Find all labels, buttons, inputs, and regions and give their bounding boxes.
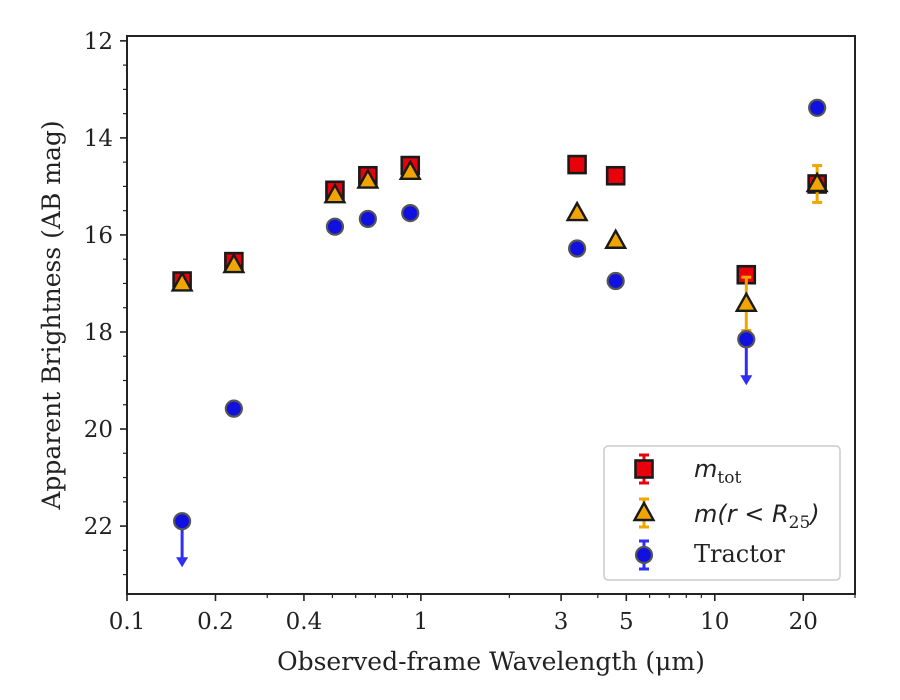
- point-mr25: [222, 252, 246, 274]
- x-tick-label: 1: [414, 609, 429, 635]
- point-mtot: [605, 165, 626, 186]
- series-mtot: [172, 154, 827, 291]
- legend-markers: [632, 453, 656, 571]
- series-tractor: [173, 98, 827, 568]
- x-tick-label: 0.4: [286, 609, 323, 635]
- legend-entry-tractor: Tractor: [694, 540, 785, 568]
- point-mr25: [323, 182, 347, 204]
- point-mr25: [398, 159, 422, 181]
- point-mr25: [734, 291, 758, 313]
- point-tractor: [808, 98, 827, 117]
- series-mr25: [170, 159, 829, 333]
- legend-mtot-sub: tot: [717, 468, 741, 488]
- point-tractor: [224, 399, 243, 418]
- point-mr25: [805, 171, 829, 193]
- point-tractor: [358, 209, 377, 229]
- data-points: [170, 98, 829, 568]
- x-tick-label: 5: [619, 609, 634, 635]
- legend-mr25-marker: [632, 500, 656, 522]
- x-tick-label: 0.2: [197, 609, 234, 635]
- point-tractor: [567, 239, 587, 258]
- legend-entry-mtot: mtot: [694, 455, 741, 488]
- point-tractor: [173, 512, 192, 531]
- x-axis-label: Observed-frame Wavelength (μm): [277, 647, 705, 676]
- x-tick-label: 0.1: [109, 609, 146, 635]
- point-mr25: [356, 168, 380, 189]
- legend: mtot m(r < R25) Tractor: [603, 445, 841, 581]
- point-mr25: [170, 271, 194, 292]
- point-mr25: [604, 228, 628, 249]
- y-tick-label: 22: [84, 514, 113, 540]
- y-tick-label: 12: [84, 29, 113, 55]
- point-tractor: [401, 204, 420, 223]
- legend-mr25-close: ): [808, 500, 819, 528]
- point-tractor-limit-head: [176, 557, 189, 568]
- plot-frame: [126, 35, 856, 595]
- x-tick-label: 10: [700, 609, 729, 635]
- point-mtot: [567, 154, 587, 175]
- y-tick-label: 14: [84, 126, 113, 152]
- point-tractor: [325, 217, 345, 236]
- legend-box: [603, 445, 841, 581]
- legend-tractor-marker: [634, 545, 654, 565]
- y-tick-label: 18: [84, 320, 113, 346]
- point-tractor-limit-head: [740, 375, 753, 386]
- legend-mr25-main: m(r < R: [694, 500, 789, 528]
- legend-mtot-marker: [634, 459, 654, 479]
- point-mr25: [565, 200, 589, 222]
- legend-mtot-main: m: [694, 455, 717, 483]
- point-tractor: [737, 330, 756, 349]
- y-axis-label: Apparent Brightness (AB mag): [37, 120, 66, 510]
- y-tick-label: 16: [84, 223, 113, 249]
- legend-mr25-sub: 25: [789, 513, 811, 533]
- x-tick-label: 20: [789, 609, 818, 635]
- axis-ticks: 0.1 0.2 0.4 1 3 5 10 20 12 14 16 18 20 22: [84, 29, 856, 635]
- y-tick-label: 20: [84, 417, 113, 443]
- x-tick-label: 3: [554, 609, 569, 635]
- point-tractor: [606, 271, 625, 291]
- legend-entry-mr25: m(r < R25): [694, 500, 820, 533]
